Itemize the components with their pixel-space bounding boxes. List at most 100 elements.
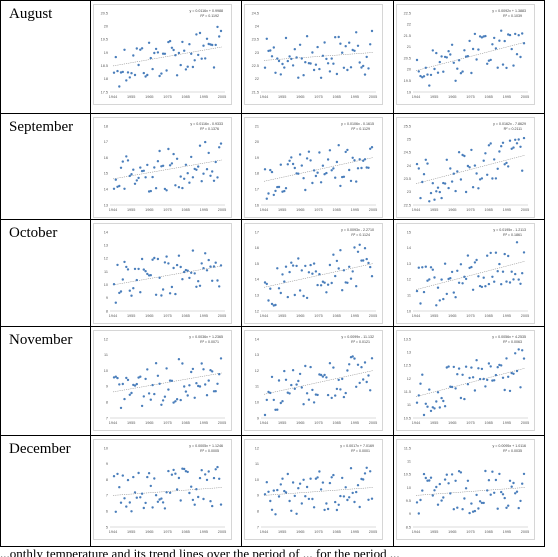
data-point	[432, 276, 436, 279]
y-tick-label: 9	[106, 296, 108, 300]
data-point	[438, 60, 441, 64]
data-point	[298, 482, 302, 486]
y-tick-label: 18.5	[100, 64, 107, 68]
data-point	[325, 502, 328, 506]
data-point	[328, 361, 332, 365]
x-tick-label: 2005	[217, 530, 225, 534]
x-tick-label: 1955	[429, 421, 437, 425]
data-point	[517, 347, 520, 351]
chart-cell: 20.5 20 19.5 19 18.5 18 17.5 1944 1955 1965 1975 19…	[89, 0, 243, 114]
data-point	[170, 161, 173, 165]
y-tick-label: 20	[406, 68, 410, 72]
x-tick-label: 1965	[448, 95, 456, 99]
data-point	[215, 382, 219, 385]
data-point	[464, 365, 467, 368]
x-tick-label: 1995	[502, 421, 510, 425]
data-point	[203, 252, 207, 255]
x-tick-label: 1944	[108, 530, 116, 534]
data-point	[144, 175, 147, 179]
y-tick-label: 12	[406, 278, 410, 282]
data-point	[137, 176, 140, 179]
data-point	[210, 369, 214, 373]
data-point	[453, 296, 457, 299]
data-point	[191, 65, 194, 69]
data-point	[358, 381, 361, 384]
y-tick-label: 23.5	[403, 177, 410, 181]
data-point	[513, 492, 516, 495]
data-point	[467, 39, 471, 43]
data-point	[335, 509, 339, 512]
trend-line	[112, 159, 222, 179]
y-tick-label: 12.5	[403, 363, 410, 367]
data-point	[276, 408, 279, 411]
data-point	[272, 193, 276, 196]
x-tick-label: 1955	[278, 314, 286, 318]
data-point	[466, 55, 469, 58]
data-point	[122, 260, 126, 264]
data-point	[272, 489, 276, 493]
r-squared-label: R² = 0.0005	[200, 449, 219, 453]
data-point	[200, 362, 203, 365]
data-point	[515, 241, 518, 244]
data-point	[286, 296, 290, 299]
x-tick-label: 1965	[296, 421, 304, 425]
data-point	[476, 48, 480, 51]
data-point	[452, 365, 455, 368]
data-point	[420, 266, 424, 269]
data-point	[420, 180, 424, 183]
y-tick-label: 14	[255, 337, 259, 341]
data-point	[316, 393, 319, 396]
trend-line	[415, 367, 525, 397]
data-point	[497, 363, 501, 366]
data-point	[513, 351, 516, 355]
data-point	[432, 489, 436, 492]
x-tick-label: 2005	[369, 314, 377, 318]
x-tick-label: 1955	[127, 95, 135, 99]
data-point	[133, 73, 136, 77]
data-point	[203, 140, 207, 143]
data-point	[369, 470, 372, 473]
data-point	[293, 387, 297, 390]
data-point	[144, 75, 147, 78]
data-point	[460, 70, 464, 73]
data-point	[302, 176, 305, 180]
data-point	[363, 73, 367, 76]
data-point	[168, 39, 171, 43]
data-point	[422, 172, 425, 176]
data-point	[518, 145, 522, 148]
data-point	[283, 280, 286, 283]
month-row: December 10 9 8 7 6 5 1944 1955 1965 1975 1985 1995 2…	[0, 435, 546, 547]
y-tick-label: 23.5	[252, 38, 259, 42]
data-point	[128, 289, 131, 293]
r-squared-label: R² = 0.0121	[351, 340, 370, 344]
data-point	[284, 378, 288, 381]
y-tick-label: 23	[406, 190, 410, 194]
data-point	[326, 157, 330, 161]
x-tick-label: 1944	[108, 314, 116, 318]
data-point	[478, 500, 481, 503]
data-point	[180, 40, 184, 44]
data-point	[330, 168, 333, 172]
data-point	[215, 175, 219, 179]
data-point	[311, 51, 314, 54]
data-point	[497, 263, 501, 266]
data-point	[149, 485, 152, 488]
data-point	[370, 145, 374, 149]
data-point	[154, 494, 157, 497]
x-tick-label: 1965	[448, 208, 456, 212]
y-tick-label: 9	[106, 462, 108, 466]
data-point	[332, 366, 335, 369]
data-point	[172, 469, 175, 472]
data-point	[165, 491, 168, 494]
data-point	[177, 357, 180, 361]
data-point	[496, 365, 499, 369]
data-point	[460, 282, 464, 285]
data-point	[114, 55, 117, 59]
x-tick-label: 1975	[314, 208, 322, 212]
data-point	[128, 76, 131, 79]
data-point	[499, 491, 502, 494]
data-point	[140, 47, 143, 50]
data-point	[335, 387, 339, 390]
data-point	[298, 152, 302, 156]
data-point	[490, 43, 494, 46]
